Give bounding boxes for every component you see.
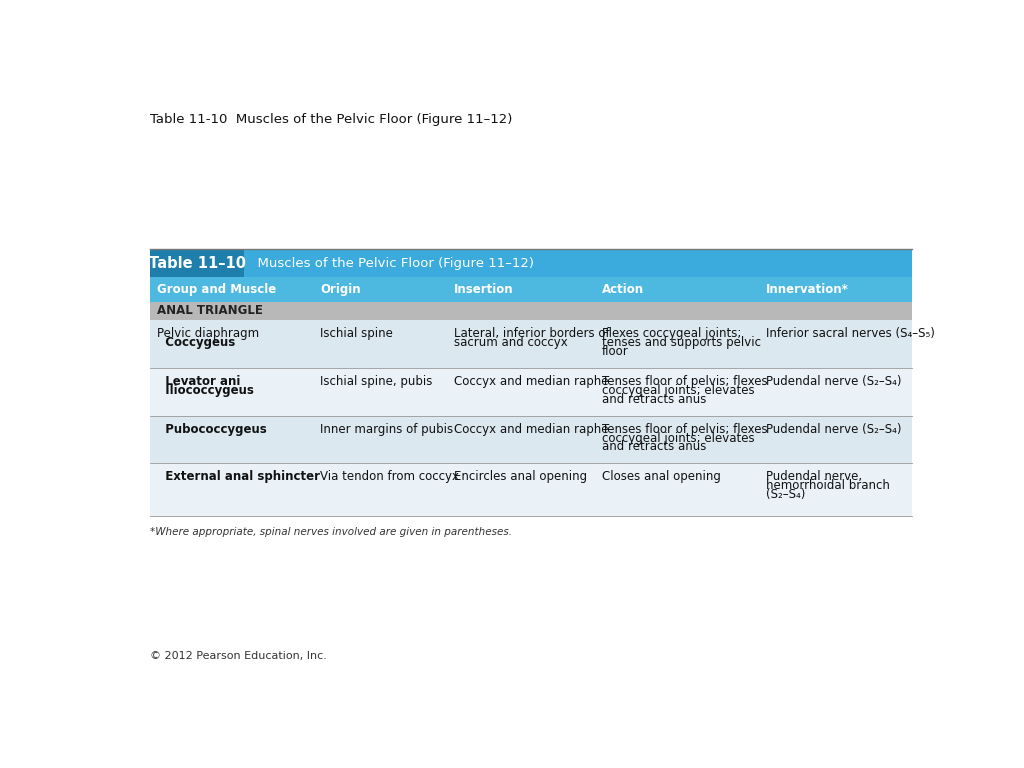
Text: Iliococcygeus: Iliococcygeus: [157, 384, 254, 397]
Text: Encircles anal opening: Encircles anal opening: [454, 470, 587, 483]
Text: Pubococcygeus: Pubococcygeus: [157, 422, 266, 435]
Text: Coccyx and median raphe: Coccyx and median raphe: [454, 376, 608, 389]
Text: ANAL TRIANGLE: ANAL TRIANGLE: [157, 304, 262, 317]
Text: Group and Muscle: Group and Muscle: [157, 283, 275, 296]
Text: (S₂–S₄): (S₂–S₄): [766, 488, 806, 501]
Text: coccygeal joints; elevates: coccygeal joints; elevates: [602, 432, 755, 445]
Text: Tenses floor of pelvis; flexes: Tenses floor of pelvis; flexes: [602, 376, 768, 389]
Text: Tenses floor of pelvis; flexes: Tenses floor of pelvis; flexes: [602, 422, 768, 435]
Text: Inferior sacral nerves (S₄–S₅): Inferior sacral nerves (S₄–S₅): [766, 327, 935, 340]
Text: coccygeal joints; elevates: coccygeal joints; elevates: [602, 384, 755, 397]
Text: hemorrhoidal branch: hemorrhoidal branch: [766, 479, 890, 492]
Text: Ischial spine, pubis: Ischial spine, pubis: [321, 376, 433, 389]
Text: Coccygeus: Coccygeus: [157, 336, 234, 349]
Bar: [151, 415, 912, 463]
Text: Inner margins of pubis: Inner margins of pubis: [321, 422, 454, 435]
Text: Table 11-10  Muscles of the Pelvic Floor (Figure 11–12): Table 11-10 Muscles of the Pelvic Floor …: [151, 113, 513, 126]
Text: Origin: Origin: [321, 283, 361, 296]
Bar: [151, 369, 912, 415]
Text: Muscles of the Pelvic Floor (Figure 11–12): Muscles of the Pelvic Floor (Figure 11–1…: [249, 257, 534, 270]
Text: sacrum and coccyx: sacrum and coccyx: [454, 336, 567, 349]
Text: Innervation*: Innervation*: [766, 283, 849, 296]
Text: Ischial spine: Ischial spine: [321, 327, 393, 340]
Text: *Where appropriate, spinal nerves involved are given in parentheses.: *Where appropriate, spinal nerves involv…: [151, 527, 512, 537]
Bar: [244, 249, 912, 277]
Text: Insertion: Insertion: [454, 283, 513, 296]
Text: Pudendal nerve (S₂–S₄): Pudendal nerve (S₂–S₄): [766, 422, 901, 435]
Text: Via tendon from coccyx: Via tendon from coccyx: [321, 470, 460, 483]
Text: Pelvic diaphragm: Pelvic diaphragm: [157, 327, 259, 340]
Bar: [151, 319, 912, 369]
Text: Coccyx and median raphe: Coccyx and median raphe: [454, 422, 608, 435]
Bar: [151, 302, 912, 319]
Text: floor: floor: [602, 345, 629, 358]
Text: Action: Action: [602, 283, 644, 296]
Text: Table 11–10: Table 11–10: [148, 256, 246, 270]
Text: Pudendal nerve (S₂–S₄): Pudendal nerve (S₂–S₄): [766, 376, 901, 389]
Text: tenses and supports pelvic: tenses and supports pelvic: [602, 336, 761, 349]
Bar: [151, 277, 912, 302]
Bar: [151, 463, 912, 516]
Text: © 2012 Pearson Education, Inc.: © 2012 Pearson Education, Inc.: [151, 651, 327, 661]
Text: Levator ani: Levator ani: [157, 376, 240, 389]
Text: Closes anal opening: Closes anal opening: [602, 470, 721, 483]
Text: and retracts anus: and retracts anus: [602, 441, 707, 453]
Text: Lateral, inferior borders of: Lateral, inferior borders of: [454, 327, 609, 340]
Text: Flexes coccygeal joints;: Flexes coccygeal joints;: [602, 327, 741, 340]
Text: and retracts anus: and retracts anus: [602, 393, 707, 406]
Bar: [151, 249, 244, 277]
Text: External anal sphincter: External anal sphincter: [157, 470, 319, 483]
Text: Pudendal nerve,: Pudendal nerve,: [766, 470, 862, 483]
